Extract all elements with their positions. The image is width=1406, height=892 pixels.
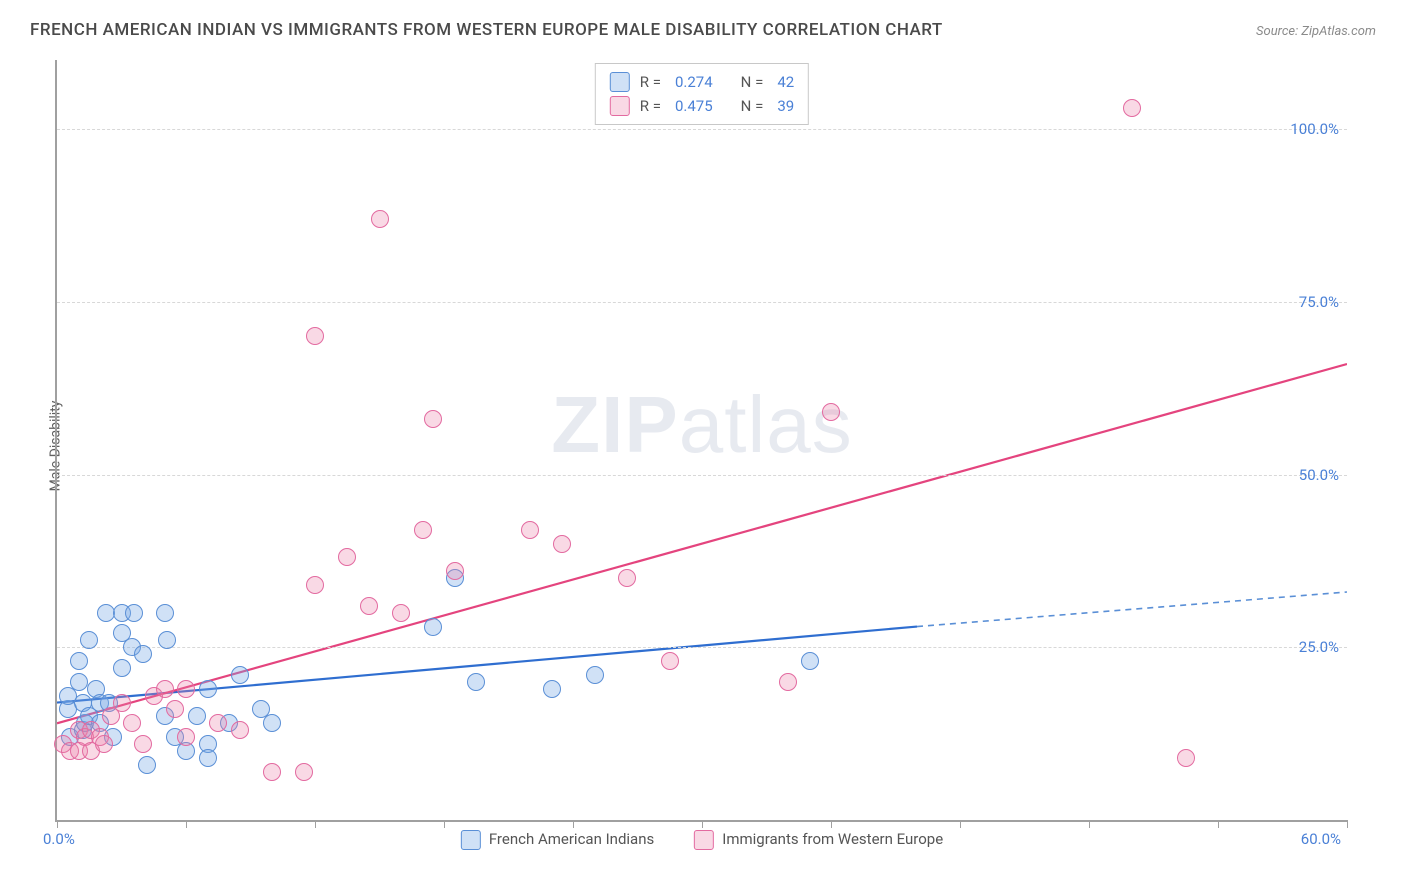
data-point: [138, 756, 156, 774]
data-point: [295, 763, 313, 781]
legend-series-item: French American Indians: [461, 830, 654, 850]
data-point: [263, 714, 281, 732]
n-label: N =: [741, 94, 764, 118]
data-point: [263, 763, 281, 781]
chart-title: FRENCH AMERICAN INDIAN VS IMMIGRANTS FRO…: [30, 20, 943, 40]
data-point: [467, 673, 485, 691]
data-point: [188, 707, 206, 725]
x-tick: [960, 820, 961, 828]
x-tick: [57, 820, 58, 828]
n-label: N =: [741, 70, 764, 94]
x-tick: [702, 820, 703, 828]
x-tick: [1218, 820, 1219, 828]
data-point: [125, 604, 143, 622]
data-point: [371, 210, 389, 228]
legend-correlation-row: R = 0.274 N = 42: [610, 70, 794, 94]
x-tick: [444, 820, 445, 828]
data-point: [70, 652, 88, 670]
data-point: [1123, 99, 1141, 117]
data-point: [414, 521, 432, 539]
data-point: [156, 604, 174, 622]
data-point: [424, 618, 442, 636]
x-tick: [831, 820, 832, 828]
y-tick-label: 25.0%: [1299, 638, 1339, 656]
gridline: [57, 475, 1347, 476]
x-tick: [186, 820, 187, 828]
x-axis-origin-label: 0.0%: [43, 830, 75, 848]
data-point: [134, 735, 152, 753]
data-point: [134, 645, 152, 663]
legend-series-label: French American Indians: [489, 830, 654, 848]
y-tick-label: 50.0%: [1299, 466, 1339, 484]
data-point: [209, 714, 227, 732]
legend-swatch: [461, 830, 481, 850]
data-point: [199, 749, 217, 767]
data-point: [424, 410, 442, 428]
data-point: [618, 569, 636, 587]
trend-line: [57, 364, 1347, 723]
n-value: 39: [777, 94, 794, 118]
r-label: R =: [640, 70, 661, 94]
data-point: [586, 666, 604, 684]
legend-swatch: [610, 96, 630, 116]
data-point: [177, 728, 195, 746]
legend-correlation-row: R = 0.475 N = 39: [610, 94, 794, 118]
source-label: Source: ZipAtlas.com: [1256, 24, 1376, 39]
plot-area: ZIPatlas R =0.274N =42R =0.475N =39 0.0%…: [55, 60, 1347, 822]
data-point: [231, 721, 249, 739]
data-point: [338, 548, 356, 566]
legend-swatch: [694, 830, 714, 850]
data-point: [306, 327, 324, 345]
data-point: [70, 673, 88, 691]
data-point: [158, 631, 176, 649]
data-point: [543, 680, 561, 698]
legend-correlation-box: R = 0.274 N = 42 R = 0.475 N = 39: [595, 63, 809, 125]
legend-series-item: Immigrants from Western Europe: [694, 830, 943, 850]
n-value: 42: [777, 70, 794, 94]
data-point: [1177, 749, 1195, 767]
y-tick-label: 75.0%: [1299, 293, 1339, 311]
data-point: [306, 576, 324, 594]
gridline: [57, 302, 1347, 303]
data-point: [553, 535, 571, 553]
data-point: [446, 562, 464, 580]
r-label: R =: [640, 94, 661, 118]
data-point: [661, 652, 679, 670]
data-point: [779, 673, 797, 691]
data-point: [177, 680, 195, 698]
y-tick-label: 100.0%: [1290, 120, 1339, 138]
x-axis-max-label: 60.0%: [1301, 830, 1341, 848]
trend-lines-layer: [57, 60, 1347, 820]
data-point: [156, 680, 174, 698]
legend-series-label: Immigrants from Western Europe: [722, 830, 943, 848]
data-point: [123, 714, 141, 732]
data-point: [360, 597, 378, 615]
data-point: [392, 604, 410, 622]
x-tick: [573, 820, 574, 828]
x-tick: [315, 820, 316, 828]
gridline: [57, 647, 1347, 648]
data-point: [166, 700, 184, 718]
data-point: [822, 403, 840, 421]
watermark-light: atlas: [679, 380, 853, 469]
data-point: [231, 666, 249, 684]
trend-line: [917, 592, 1347, 627]
data-point: [113, 659, 131, 677]
data-point: [801, 652, 819, 670]
watermark-bold: ZIP: [551, 380, 678, 469]
watermark: ZIPatlas: [551, 379, 852, 471]
r-value: 0.475: [675, 94, 713, 118]
data-point: [95, 735, 113, 753]
data-point: [521, 521, 539, 539]
x-tick: [1347, 820, 1348, 828]
x-tick: [1089, 820, 1090, 828]
legend-series: French American Indians Immigrants from W…: [461, 830, 943, 850]
data-point: [80, 631, 98, 649]
r-value: 0.274: [675, 70, 713, 94]
legend-swatch: [610, 72, 630, 92]
data-point: [199, 680, 217, 698]
gridline: [57, 129, 1347, 130]
data-point: [113, 694, 131, 712]
